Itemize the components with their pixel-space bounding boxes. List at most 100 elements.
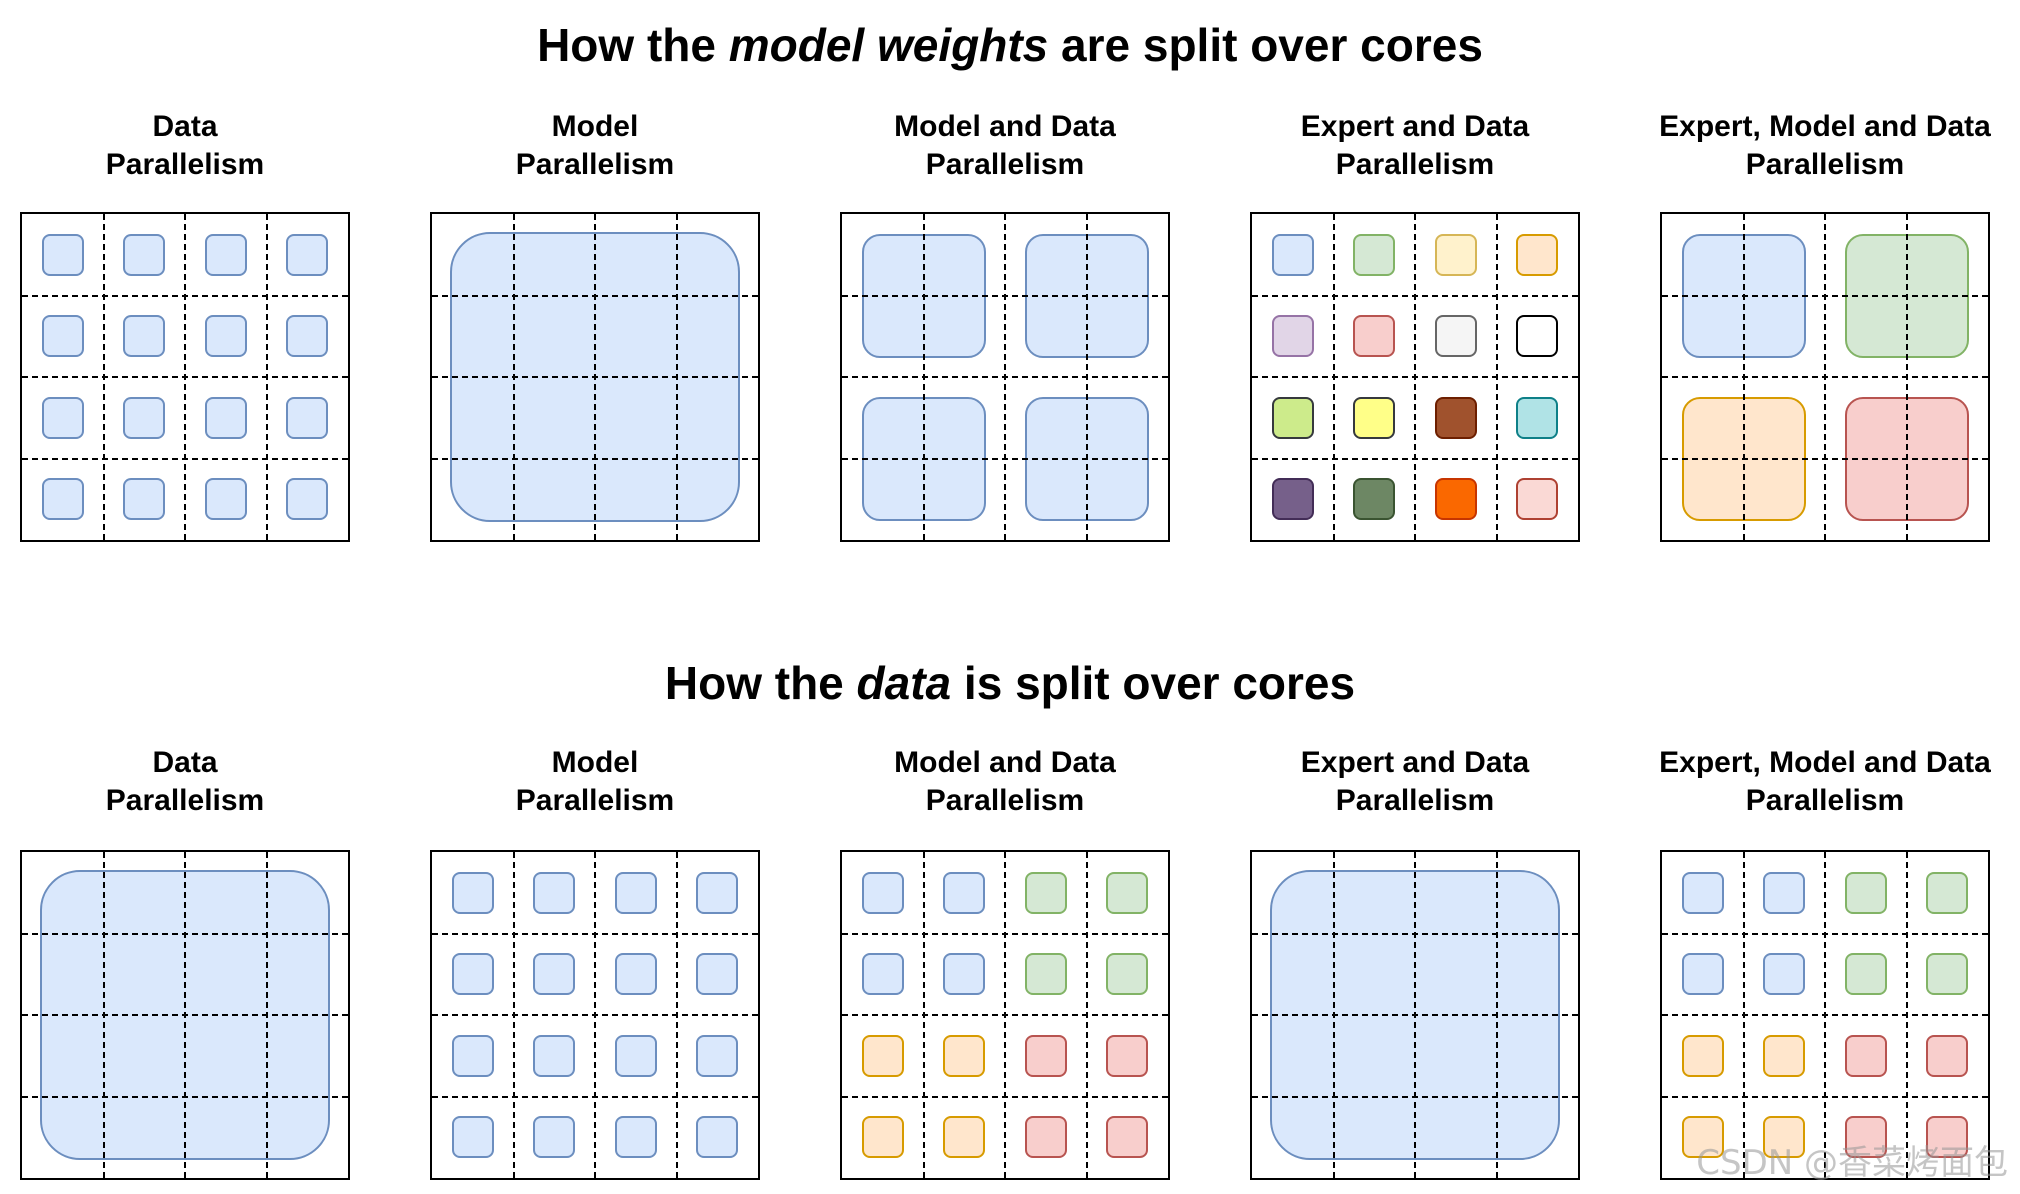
shard-block [861, 1116, 904, 1159]
shard-block [1024, 871, 1067, 914]
shard-block [1106, 871, 1149, 914]
panel-title-line: Parallelism [515, 784, 675, 817]
shard-block [614, 953, 657, 996]
core-divider-horizontal [1252, 457, 1578, 460]
shard-block [204, 396, 247, 439]
shard-block [1844, 953, 1887, 996]
core-divider-vertical [1905, 214, 1908, 540]
shard-block [1844, 871, 1887, 914]
shard-block [1516, 478, 1559, 521]
title-model-weights: How the model weights are split over cor… [537, 19, 1483, 71]
shard-block [286, 396, 329, 439]
core-divider-vertical [1495, 214, 1498, 540]
shard-block [41, 478, 84, 521]
shard-block [1516, 396, 1559, 439]
shard-block [1353, 315, 1396, 358]
shard-block [696, 871, 739, 914]
shard-block [204, 233, 247, 276]
shard-block [286, 478, 329, 521]
shard-block [1763, 1034, 1806, 1077]
panel-title-line: Parallelism [925, 784, 1085, 817]
shard-block [1681, 871, 1724, 914]
shard-block [1763, 1116, 1806, 1159]
panel-title-line: Parallelism [1335, 148, 1495, 181]
panel-title-line: Data [152, 110, 218, 143]
shard-block [1353, 478, 1396, 521]
shard-block [286, 315, 329, 358]
core-divider-horizontal [432, 376, 758, 378]
shard-block [1106, 953, 1149, 996]
panel-title-line: Parallelism [1745, 148, 1905, 181]
shard-block [1516, 233, 1559, 276]
core-divider-horizontal [432, 1014, 758, 1016]
core-divider-horizontal [1662, 1095, 1988, 1098]
core-divider-vertical [1495, 852, 1498, 1178]
panel-title-line: Parallelism [1745, 784, 1905, 817]
panel-title-line: Expert, Model and Data [1659, 110, 1991, 143]
panel-title-line: Model and Data [894, 746, 1116, 779]
core-divider-horizontal [1662, 376, 1988, 378]
shard-block [533, 871, 576, 914]
shard-block [943, 1116, 986, 1159]
core-grid [20, 850, 350, 1180]
shard-block [1926, 953, 1969, 996]
core-divider-vertical [1905, 852, 1908, 1178]
core-grid [840, 850, 1170, 1180]
shard-block [451, 953, 494, 996]
shard-block [1926, 1116, 1969, 1159]
panel-title-line: Model [551, 110, 639, 143]
shard-block [123, 315, 166, 358]
panel-title-line: Expert and Data [1300, 746, 1530, 779]
shard-block [451, 1034, 494, 1077]
shard-block [1844, 1034, 1887, 1077]
shard-block [1763, 871, 1806, 914]
panel-title: Model and Data Parallelism [780, 108, 1230, 184]
core-divider-horizontal [432, 1095, 758, 1098]
shard-block [861, 953, 904, 996]
core-divider-horizontal [842, 1014, 1168, 1016]
shard-block [1681, 1116, 1724, 1159]
shard-block [1271, 478, 1314, 521]
core-grid [430, 850, 760, 1180]
shard-block [1926, 871, 1969, 914]
shard-block [1024, 1034, 1067, 1077]
core-grid [1660, 212, 1990, 542]
core-divider-horizontal [842, 457, 1168, 460]
core-divider-horizontal [22, 1095, 348, 1098]
core-grid [840, 212, 1170, 542]
shard-block [1271, 233, 1314, 276]
shard-block [1681, 953, 1724, 996]
shard-block [41, 396, 84, 439]
shard-block [1844, 1116, 1887, 1159]
core-divider-vertical [675, 214, 678, 540]
panel-title: Data Parallelism [0, 108, 410, 184]
shard-block [204, 478, 247, 521]
shard-block [1271, 396, 1314, 439]
panel-title: Expert and Data Parallelism [1190, 108, 1640, 184]
panel-title-line: Expert, Model and Data [1659, 746, 1991, 779]
shard-block [696, 953, 739, 996]
shard-block [696, 1116, 739, 1159]
shard-block [41, 315, 84, 358]
panel-title-line: Parallelism [105, 148, 265, 181]
shard-block [1024, 1116, 1067, 1159]
core-divider-horizontal [842, 1095, 1168, 1098]
title-data-emphasis: data [856, 657, 952, 709]
panel-title: Expert, Model and Data Parallelism [1600, 108, 2020, 184]
core-divider-vertical [675, 852, 678, 1178]
panel-title-line: Model [551, 746, 639, 779]
title-weights-emphasis: model weights [728, 19, 1049, 71]
shard-block [533, 953, 576, 996]
panel-title: Model Parallelism [370, 744, 820, 820]
shard-block [943, 1034, 986, 1077]
shard-block [41, 233, 84, 276]
panel-title: Expert and Data Parallelism [1190, 744, 1640, 820]
core-divider-vertical [1085, 214, 1088, 540]
shard-block [943, 871, 986, 914]
shard-block [286, 233, 329, 276]
shard-block [123, 396, 166, 439]
panel-title: Data Parallelism [0, 744, 410, 820]
core-divider-horizontal [1252, 1095, 1578, 1098]
shard-block [696, 1034, 739, 1077]
core-divider-horizontal [1252, 376, 1578, 378]
